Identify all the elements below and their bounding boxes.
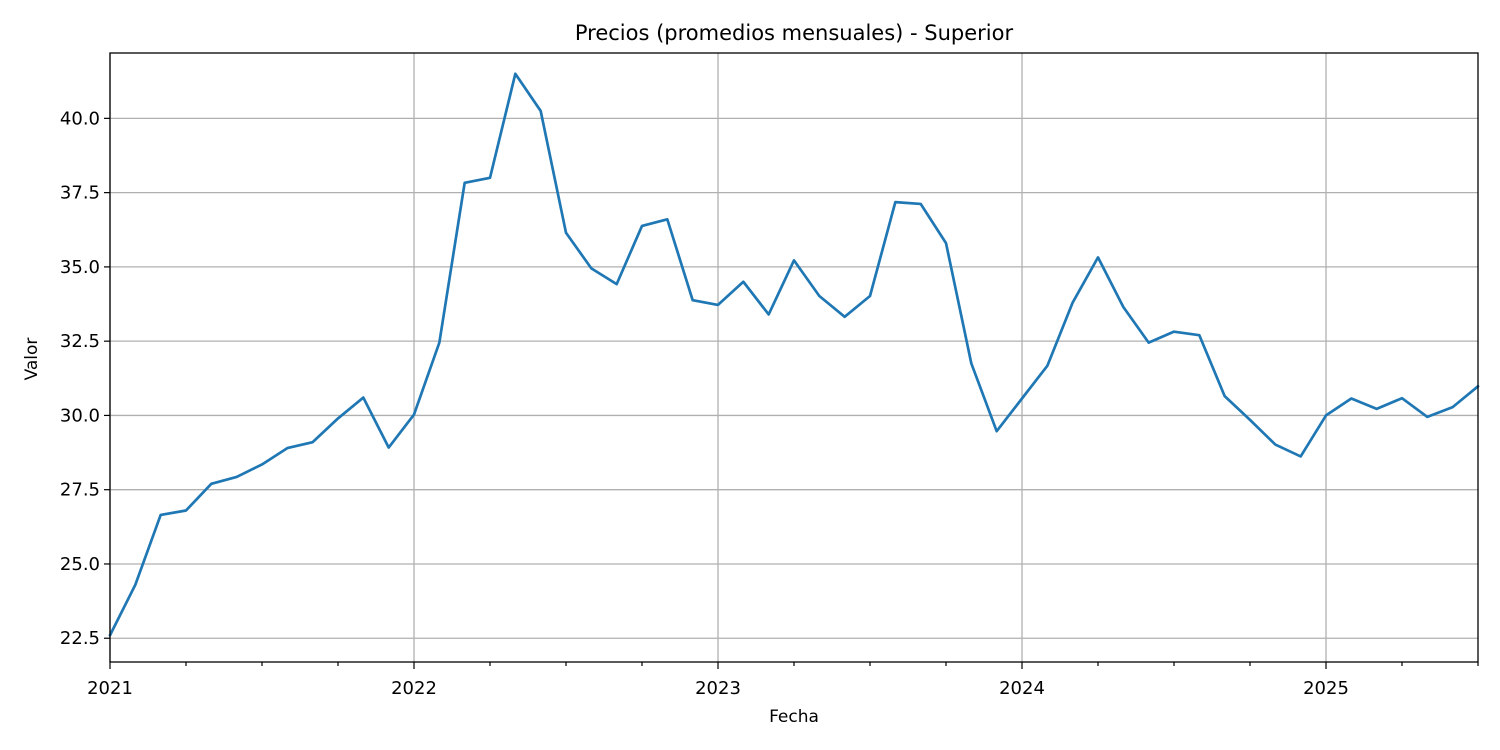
- series-layer: [108, 72, 1480, 637]
- x-axis-label: Fecha: [769, 707, 819, 727]
- x-tick-label: 2021: [87, 678, 133, 699]
- y-tick-label: 32.5: [60, 331, 100, 352]
- x-tick-label: 2023: [695, 678, 741, 699]
- y-tick-label: 40.0: [60, 108, 100, 129]
- y-tick-label: 35.0: [60, 257, 100, 278]
- y-axis-label: Valor: [22, 338, 42, 381]
- y-tick-label: 37.5: [60, 183, 100, 204]
- plot-frame: [109, 52, 1479, 663]
- chart-title: Precios (promedios mensuales) - Superior: [575, 21, 1014, 45]
- ticks-layer: 22.5 25.0 27.5 30.0 32.5 35.0 37.5 40.0 2021 2022…: [60, 108, 1479, 699]
- y-tick-label: 30.0: [60, 405, 100, 426]
- grid-layer: [109, 53, 1478, 662]
- y-tick-label: 25.0: [60, 554, 100, 575]
- series-line: [108, 72, 1480, 637]
- x-tick-label: 2025: [1303, 678, 1349, 699]
- x-tick-label: 2024: [999, 678, 1045, 699]
- x-tick-label: 2022: [391, 678, 437, 699]
- y-tick-label: 27.5: [60, 480, 100, 501]
- y-tick-label: 22.5: [60, 628, 100, 649]
